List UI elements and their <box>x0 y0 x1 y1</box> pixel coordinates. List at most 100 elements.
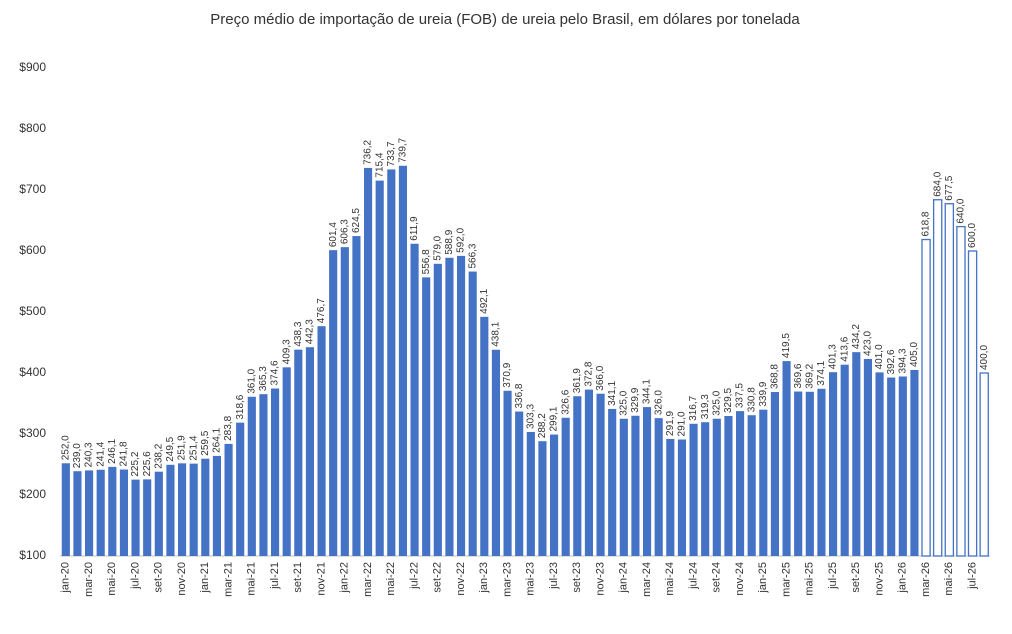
bar <box>236 422 245 556</box>
value-label: 238,2 <box>153 443 164 468</box>
chart-title: Preço médio de importação de ureia (FOB)… <box>210 11 800 28</box>
bar <box>944 203 955 557</box>
value-label: 251,9 <box>177 435 188 460</box>
x-tick-label: set-24 <box>711 562 723 593</box>
value-label: 329,5 <box>723 388 734 413</box>
bar <box>794 391 803 556</box>
value-label: 325,0 <box>711 390 722 415</box>
x-tick-label: set-25 <box>850 562 862 593</box>
value-label: 401,0 <box>874 344 885 369</box>
bar <box>96 469 105 556</box>
bar <box>759 409 768 556</box>
bar <box>131 479 140 556</box>
y-tick-label: $800 <box>19 121 46 135</box>
value-label: 624,5 <box>351 208 362 233</box>
value-label: 442,3 <box>305 319 316 344</box>
bar <box>445 257 454 556</box>
value-label: 319,3 <box>700 394 711 419</box>
bar <box>654 418 663 556</box>
x-tick-label: jan-21 <box>199 562 211 594</box>
bar <box>573 396 582 556</box>
bar <box>910 369 919 556</box>
bar <box>898 376 907 556</box>
x-tick-label: mar-22 <box>362 562 374 597</box>
value-label: 394,3 <box>897 348 908 373</box>
x-tick-label: set-20 <box>153 562 165 593</box>
value-label: 588,9 <box>444 229 455 254</box>
value-label: 600,0 <box>967 223 978 248</box>
value-label: 316,7 <box>688 395 699 420</box>
bar <box>491 349 501 556</box>
bar <box>817 388 826 556</box>
x-tick-label: jul-24 <box>687 562 699 590</box>
bar <box>503 390 512 556</box>
x-tick-label: mai-25 <box>804 562 816 596</box>
bar <box>340 247 349 557</box>
value-label: 299,1 <box>549 406 560 431</box>
value-label: 225,6 <box>142 451 153 476</box>
value-label: 249,5 <box>165 436 176 461</box>
bar <box>166 464 175 556</box>
x-tick-label: nov-21 <box>315 562 327 596</box>
x-tick-label: jan-24 <box>618 562 630 594</box>
bar <box>84 470 94 556</box>
x-tick-label: jul-22 <box>408 562 420 590</box>
value-label: 392,6 <box>886 349 897 374</box>
value-label: 361,0 <box>246 368 257 393</box>
value-label: 361,9 <box>572 368 583 393</box>
value-label: 252,0 <box>60 435 71 460</box>
bar <box>828 372 838 556</box>
bar <box>61 463 70 556</box>
y-tick-label: $400 <box>19 365 46 379</box>
bar <box>967 250 978 557</box>
x-tick-label: jul-20 <box>129 562 141 590</box>
bar <box>480 316 489 556</box>
bar <box>712 418 721 556</box>
bar <box>747 415 756 556</box>
x-tick-label: nov-22 <box>455 562 467 596</box>
bar <box>538 441 547 556</box>
x-tick-label: jan-25 <box>757 562 769 594</box>
value-label: 369,2 <box>804 363 815 388</box>
value-label: 400,0 <box>979 345 990 370</box>
bar <box>701 422 710 556</box>
x-tick-label: jul-23 <box>548 562 560 590</box>
value-label: 409,3 <box>281 339 292 364</box>
bar <box>387 169 396 556</box>
x-tick-label: jan-26 <box>897 562 909 594</box>
x-tick-label: jul-26 <box>966 562 978 590</box>
x-tick-label: set-22 <box>432 562 444 593</box>
bar <box>270 388 280 556</box>
bar <box>619 418 628 556</box>
bar <box>305 347 315 556</box>
bar <box>224 443 233 556</box>
value-label: 739,7 <box>398 137 409 162</box>
bar <box>108 466 117 556</box>
bar <box>410 243 419 556</box>
bar <box>294 349 303 556</box>
x-tick-label: mai-22 <box>385 562 397 596</box>
value-label: 225,2 <box>130 451 141 476</box>
value-label: 611,9 <box>409 216 420 241</box>
bar <box>73 471 82 556</box>
bar <box>259 394 268 556</box>
value-label: 405,0 <box>909 341 920 366</box>
bar <box>887 377 896 556</box>
bar <box>329 250 338 556</box>
x-tick-label: mar-25 <box>780 562 792 597</box>
value-label: 341,1 <box>607 380 618 405</box>
value-label: 283,8 <box>223 415 234 440</box>
x-tick-label: nov-24 <box>734 562 746 596</box>
x-tick-label: nov-20 <box>176 562 188 596</box>
value-label: 640,0 <box>956 198 967 223</box>
value-label: 241,4 <box>95 441 106 466</box>
bar <box>363 167 373 556</box>
bar <box>433 263 442 556</box>
x-tick-label: jan-22 <box>339 562 351 594</box>
x-tick-label: nov-23 <box>594 562 606 596</box>
x-tick-label: mai-21 <box>246 562 258 596</box>
y-tick-label: $700 <box>19 182 46 196</box>
value-label: 325,0 <box>618 390 629 415</box>
value-label: 579,0 <box>432 235 443 260</box>
